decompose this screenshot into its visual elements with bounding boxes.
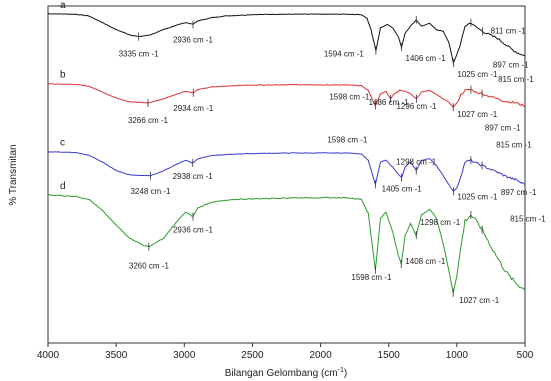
peak-label: 1406 cm -1 <box>406 54 447 63</box>
trace-letter-a: a <box>60 0 66 11</box>
peak-label: 815 cm -1 <box>510 214 546 223</box>
x-tick-label: 3000 <box>173 350 196 361</box>
peak-label: 1027 cm -1 <box>457 110 498 119</box>
series-line-a <box>48 13 526 65</box>
series-line-b <box>47 83 526 109</box>
peak-label: 811 cm -1 <box>491 26 527 35</box>
peak-label: 2938 cm -1 <box>173 172 214 181</box>
trace-letters: a b c d <box>60 0 66 192</box>
trace-letter-c: c <box>60 138 65 149</box>
x-tick-label: 1500 <box>378 350 401 361</box>
peak-label: 1296 cm -1 <box>396 102 437 111</box>
peak-label: 2934 cm -1 <box>173 104 214 113</box>
peak-label: 1598 cm -1 <box>351 273 392 282</box>
peak-label: 3260 cm -1 <box>129 262 170 271</box>
x-tick-label: 2000 <box>309 350 332 361</box>
peak-label: 897 cm -1 <box>501 188 537 197</box>
x-axis-ticks: 4000 3500 3000 2500 2000 1500 1000 500 <box>37 343 534 361</box>
peak-label: 1298 cm -1 <box>420 218 461 227</box>
peak-label: 2936 cm -1 <box>173 226 214 235</box>
x-tick-label: 3500 <box>105 350 128 361</box>
plot-frame <box>47 5 526 344</box>
peak-label: 815 cm -1 <box>498 75 534 84</box>
peak-label: 1486 cm -1 <box>369 98 410 107</box>
peak-label: 1598 cm -1 <box>327 135 368 144</box>
x-axis-label: Bilangan Gelombang (cm-1) <box>225 367 347 379</box>
peak-label: 1027 cm -1 <box>459 296 500 305</box>
peak-label: 815 cm -1 <box>496 141 532 150</box>
peak-label: 1408 cm -1 <box>405 257 446 266</box>
peak-label: 2936 cm -1 <box>173 35 214 44</box>
series-line-c <box>47 151 526 192</box>
x-tick-label: 4000 <box>37 350 60 361</box>
peak-label: 3248 cm -1 <box>130 187 171 196</box>
peak-label: 1594 cm -1 <box>324 50 365 59</box>
x-tick-label: 500 <box>517 350 534 361</box>
trace-letter-b: b <box>60 70 66 81</box>
x-tick-label: 1000 <box>446 350 469 361</box>
peak-label: 3335 cm -1 <box>119 50 160 59</box>
y-axis-label: % Transmitan <box>8 144 19 205</box>
series-line-d <box>47 194 526 294</box>
trace-letter-d: d <box>60 181 66 192</box>
peak-label: 1298 cm -1 <box>396 158 437 167</box>
peak-label: 1405 cm -1 <box>382 185 423 194</box>
x-tick-label: 2500 <box>241 350 264 361</box>
peak-label: 1025 cm -1 <box>457 70 498 79</box>
peak-label: 1598 cm -1 <box>329 93 370 102</box>
series-traces <box>47 13 526 294</box>
peak-label: 897 cm -1 <box>485 123 521 132</box>
peak-label: 3266 cm -1 <box>128 116 169 125</box>
peak-label: 897 cm -1 <box>493 61 529 70</box>
peak-annotations: 3335 cm -1 2936 cm -1 1594 cm -1 1406 cm -1… <box>119 15 546 305</box>
peak-label: 1025 cm -1 <box>457 192 498 201</box>
